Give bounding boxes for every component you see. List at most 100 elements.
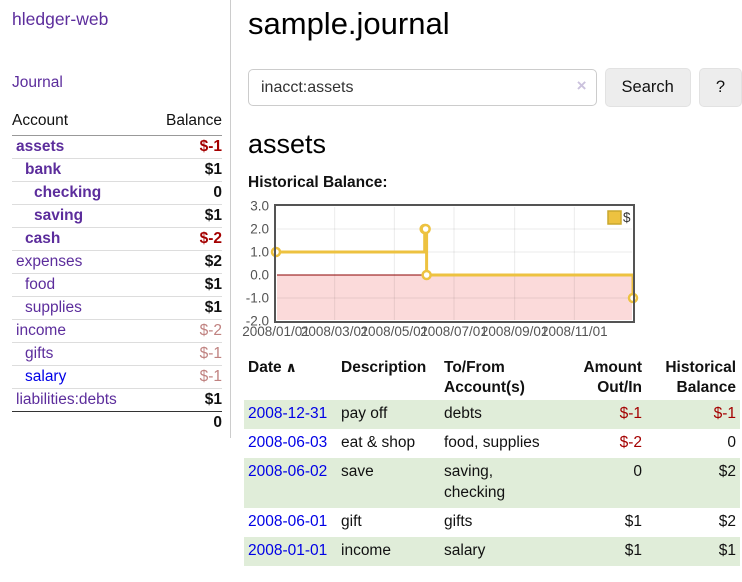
account-row: food $1 — [12, 273, 222, 297]
register-table-body: 2008-12-31 pay off debts $-1 $-1 2008-06-03 ea… — [244, 400, 740, 566]
account-link-checking[interactable]: checking — [34, 184, 102, 201]
account-link-cash[interactable]: cash — [25, 230, 61, 247]
register-cell-description: income — [341, 541, 391, 559]
help-button[interactable]: ? — [698, 68, 742, 107]
account-row: liabilities:debts $1 — [12, 388, 222, 412]
svg-text:2008/05/01: 2008/05/01 — [361, 324, 429, 339]
register-cell-date: 2008-06-02 — [244, 458, 341, 508]
account-row: supplies $1 — [12, 296, 222, 320]
account-row: saving $1 — [12, 204, 222, 228]
brand-link[interactable]: hledger-web — [12, 9, 109, 29]
account-name-cell: food — [12, 273, 149, 297]
account-row: expenses $2 — [12, 250, 222, 274]
register-header-row: Date ∧ Description To/From Account(s) Amoun… — [244, 356, 740, 400]
register-cell-balance: $2 — [718, 512, 736, 530]
register-table: Date ∧ Description To/From Account(s) Amoun… — [244, 356, 740, 566]
account-link-gifts[interactable]: gifts — [25, 345, 54, 362]
account-table-header-row: Account Balance — [12, 109, 222, 136]
svg-text:$: $ — [623, 210, 631, 225]
account-balance: $-1 — [148, 365, 222, 389]
register-cell-description: gift — [341, 512, 362, 530]
register-cell-balance: $2 — [718, 463, 736, 481]
register-cell-description: save — [341, 463, 374, 481]
account-name-cell: bank — [12, 158, 149, 182]
chart-title: Historical Balance: — [248, 174, 388, 191]
svg-text:2008/03/01: 2008/03/01 — [301, 324, 369, 339]
svg-text:3.0: 3.0 — [250, 199, 269, 214]
account-link-salary[interactable]: salary — [25, 368, 67, 385]
sidebar: hledger-web Journal Account Balance asse… — [0, 0, 231, 438]
transaction-date-link[interactable]: 2008-06-02 — [248, 463, 328, 481]
account-heading: assets — [248, 129, 327, 159]
register-cell-date: 2008-12-31 — [244, 400, 341, 429]
account-link-food[interactable]: food — [25, 276, 56, 293]
register-cell-balance: 0 — [727, 434, 736, 452]
account-balance: $-2 — [148, 227, 222, 251]
register-cell-accounts: gifts — [444, 512, 473, 530]
total-row: 0 — [12, 411, 222, 434]
transaction-date-link[interactable]: 2008-12-31 — [248, 405, 328, 423]
register-cell-amount: $-2 — [619, 434, 642, 452]
register-row: 2008-01-01 income salary $1 $1 — [244, 536, 740, 566]
sort-ascending-icon: ∧ — [281, 359, 297, 375]
account-row: checking 0 — [12, 181, 222, 205]
register-row: 2008-06-02 save saving, checking 0 $2 — [244, 458, 740, 508]
register-header-accounts: To/From Account(s) — [444, 359, 525, 397]
register-row: 2008-06-03 eat & shop food, supplies $-2 0 — [244, 429, 740, 458]
transaction-date-link[interactable]: 2008-06-01 — [248, 512, 328, 530]
account-link-assets[interactable]: assets — [16, 138, 65, 155]
register-cell-accounts: food, supplies — [444, 434, 540, 452]
register-header-amount: Amount Out/In — [583, 359, 642, 397]
account-link-income[interactable]: income — [16, 322, 66, 339]
balance-chart: $3.0 2.0 1.0 0.0 -1.0 -2.0 2008/01/01 2008/03/0… — [242, 198, 742, 342]
svg-text:2008/11/01: 2008/11/01 — [541, 324, 608, 339]
account-row: gifts $-1 — [12, 342, 222, 366]
account-link-liabilities-debts[interactable]: liabilities:debts — [16, 391, 117, 408]
account-name-cell: saving — [12, 204, 149, 228]
account-row: cash $-2 — [12, 227, 222, 251]
register-cell-date: 2008-06-01 — [244, 508, 341, 537]
account-balance-table: Account Balance assets $-1 bank $1 checking 0… — [12, 109, 222, 434]
transaction-date-link[interactable]: 2008-01-01 — [248, 541, 328, 559]
search-input[interactable] — [248, 69, 597, 106]
clear-search-icon[interactable]: × — [576, 76, 587, 95]
register-cell-date: 2008-06-03 — [244, 429, 341, 458]
account-balance: 0 — [148, 181, 222, 205]
svg-text:-1.0: -1.0 — [246, 291, 269, 306]
register-header-date[interactable]: Date ∧ — [248, 359, 297, 376]
search-button[interactable]: Search — [604, 68, 691, 107]
account-name-cell: cash — [12, 227, 149, 251]
register-header-description: Description — [341, 359, 427, 376]
transaction-date-link[interactable]: 2008-06-03 — [248, 434, 328, 452]
register-cell-amount: 0 — [633, 463, 642, 481]
account-row: assets $-1 — [12, 136, 222, 159]
register-cell-amount: $-1 — [619, 405, 642, 423]
account-balance: $1 — [148, 388, 222, 412]
account-column-header: Account — [12, 109, 149, 136]
svg-text:0.0: 0.0 — [250, 268, 269, 283]
account-balance: $1 — [148, 273, 222, 297]
register-cell-balance: $1 — [718, 541, 736, 559]
account-link-expenses[interactable]: expenses — [16, 253, 83, 270]
account-name-cell: salary — [12, 365, 149, 389]
chart-legend: $ — [607, 210, 631, 225]
account-balance: $-2 — [148, 319, 222, 343]
account-balance: $-1 — [199, 138, 222, 155]
register-cell-description: eat & shop — [341, 434, 416, 452]
svg-text:2008/09/01: 2008/09/01 — [481, 324, 549, 339]
account-link-saving[interactable]: saving — [34, 207, 84, 224]
register-cell-amount: $1 — [624, 541, 642, 559]
register-cell-date: 2008-01-01 — [244, 537, 341, 566]
nav-journal-link[interactable]: Journal — [12, 74, 63, 91]
account-link-supplies[interactable]: supplies — [25, 299, 82, 316]
total-balance: 0 — [148, 411, 222, 434]
account-balance: $1 — [148, 296, 222, 320]
page-title: sample.journal — [248, 6, 450, 41]
register-cell-accounts: debts — [444, 405, 482, 423]
account-link-bank[interactable]: bank — [25, 161, 62, 178]
register-row: 2008-12-31 pay off debts $-1 $-1 — [244, 400, 740, 430]
svg-text:-2.0: -2.0 — [246, 314, 269, 329]
account-row: income $-2 — [12, 319, 222, 343]
register-cell-accounts: saving, checking — [444, 463, 506, 502]
total-row-spacer — [12, 411, 149, 434]
